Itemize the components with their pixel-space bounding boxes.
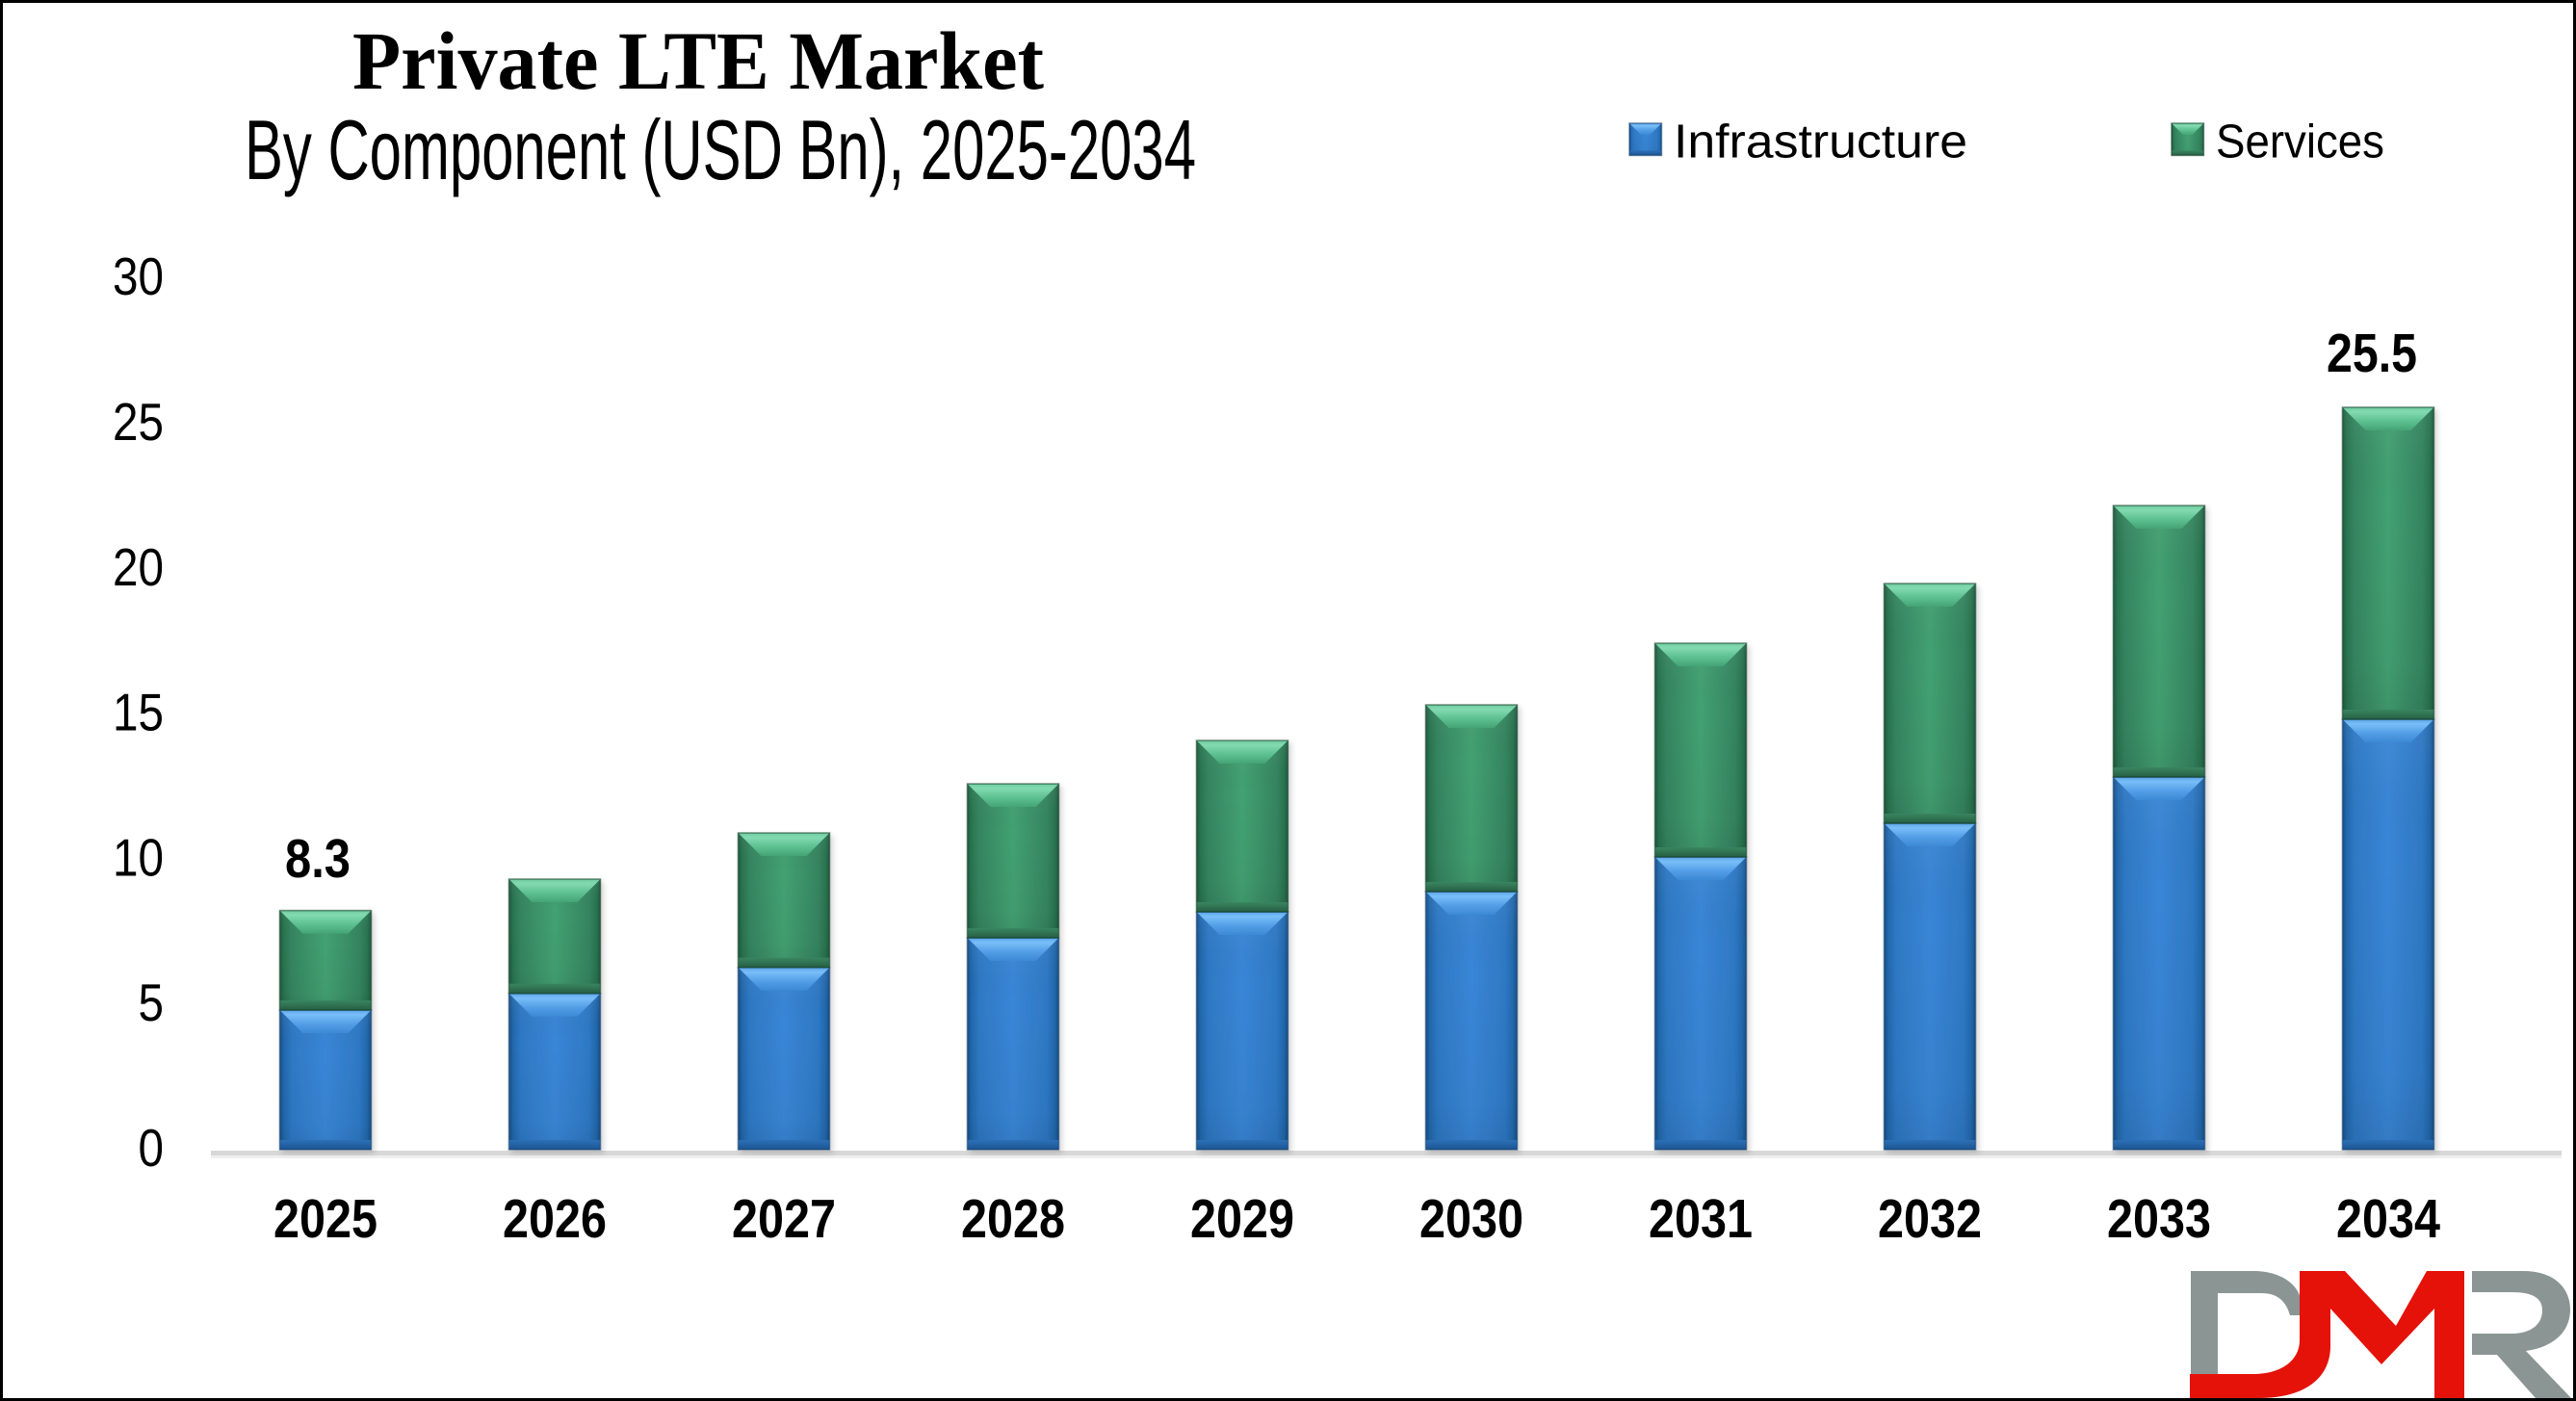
svg-text:Services: Services <box>2216 117 2384 169</box>
svg-text:By Component (USD Bn), 2025-20: By Component (USD Bn), 2025-2034 <box>245 102 1196 197</box>
svg-text:20: 20 <box>113 537 164 597</box>
svg-text:10: 10 <box>113 827 164 887</box>
svg-text:2033: 2033 <box>2107 1188 2211 1250</box>
svg-text:Private LTE Market: Private LTE Market <box>352 14 1044 107</box>
svg-text:15: 15 <box>113 683 164 742</box>
svg-text:25.5: 25.5 <box>2327 323 2417 384</box>
svg-text:2028: 2028 <box>961 1188 1065 1250</box>
svg-text:2029: 2029 <box>1190 1188 1294 1250</box>
svg-text:8.3: 8.3 <box>285 828 351 890</box>
svg-text:2025: 2025 <box>273 1188 377 1250</box>
svg-text:2030: 2030 <box>1419 1188 1523 1250</box>
svg-text:2031: 2031 <box>1649 1188 1753 1250</box>
svg-text:2032: 2032 <box>1878 1188 1982 1250</box>
svg-text:0: 0 <box>139 1118 165 1178</box>
svg-text:Infrastructure: Infrastructure <box>1674 117 1967 169</box>
svg-text:5: 5 <box>139 973 165 1032</box>
svg-text:2026: 2026 <box>503 1188 607 1250</box>
svg-text:2027: 2027 <box>732 1188 836 1250</box>
svg-text:25: 25 <box>113 392 164 452</box>
svg-text:30: 30 <box>113 246 164 306</box>
svg-text:2034: 2034 <box>2336 1188 2440 1250</box>
